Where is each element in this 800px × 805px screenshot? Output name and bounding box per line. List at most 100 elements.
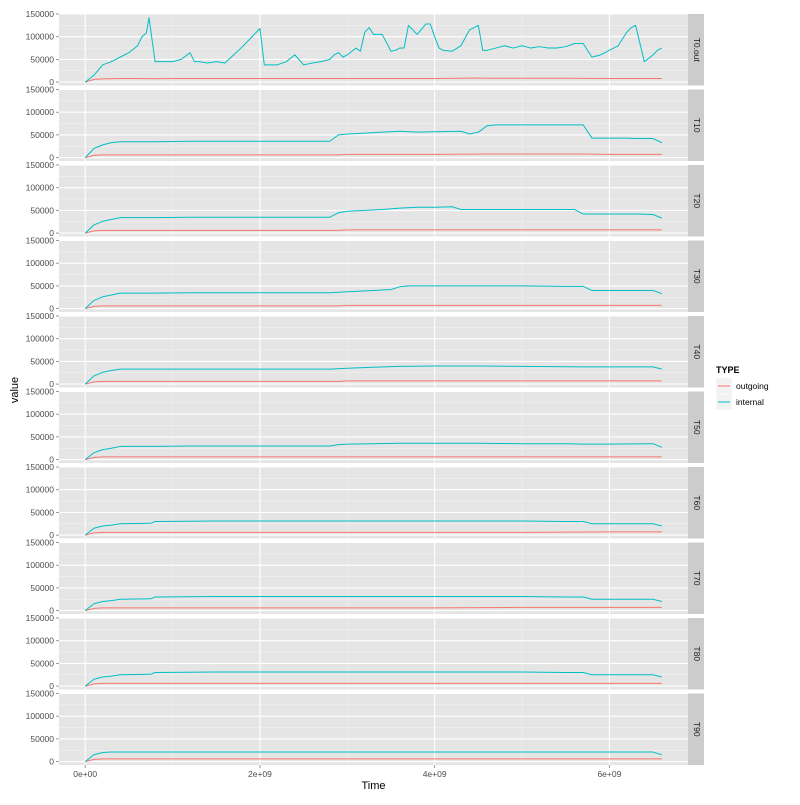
facet-panel: 0 50000 100000 150000 T10 bbox=[26, 85, 704, 163]
series-line-outgoing bbox=[85, 304, 662, 310]
series-line-outgoing bbox=[85, 380, 662, 385]
facet-strip-label: T0.out bbox=[692, 38, 702, 63]
y-tick-label: 0 bbox=[49, 153, 54, 163]
series-line-outgoing bbox=[85, 606, 662, 612]
y-tick-label: 150000 bbox=[26, 538, 55, 548]
facet-strip-label: T60 bbox=[692, 495, 702, 510]
y-tick-label: 100000 bbox=[26, 258, 55, 268]
y-tick-label: 0 bbox=[49, 77, 54, 87]
panel-background bbox=[59, 542, 688, 614]
panel-background bbox=[59, 391, 688, 463]
y-tick-label: 100000 bbox=[26, 636, 55, 646]
y-tick-label: 100000 bbox=[26, 183, 55, 193]
y-tick-label: 150000 bbox=[26, 160, 55, 170]
y-tick-label: 100000 bbox=[26, 107, 55, 117]
facet-strip bbox=[688, 618, 704, 690]
y-tick-label: 50000 bbox=[30, 507, 54, 517]
legend-title: TYPE bbox=[716, 365, 740, 375]
y-tick-label: 100000 bbox=[26, 711, 55, 721]
facet-strip-label: T20 bbox=[692, 193, 702, 208]
facet-strip-label: T80 bbox=[692, 646, 702, 661]
y-tick-label: 150000 bbox=[26, 462, 55, 472]
y-tick-label: 50000 bbox=[30, 583, 54, 593]
facet-strip-label: T50 bbox=[692, 420, 702, 435]
facet-panel: 0 50000 100000 150000 T50 bbox=[26, 387, 704, 465]
facet-panel: 0 50000 100000 150000 T60 bbox=[26, 462, 704, 540]
facet-strip bbox=[688, 391, 704, 463]
y-tick-label: 50000 bbox=[30, 54, 54, 64]
x-tick-label: 0e+00 bbox=[73, 769, 97, 779]
y-tick-label: 50000 bbox=[30, 356, 54, 366]
panel-background bbox=[59, 240, 688, 312]
y-tick-label: 50000 bbox=[30, 734, 54, 744]
facet-strip bbox=[688, 542, 704, 614]
x-tick-label: 6e+09 bbox=[597, 769, 621, 779]
series-line-outgoing bbox=[85, 531, 662, 536]
facet-strip bbox=[688, 316, 704, 388]
legend-label: internal bbox=[736, 397, 764, 407]
y-tick-label: 0 bbox=[49, 304, 54, 314]
facet-panel: 0 50000 100000 150000 T20 bbox=[26, 160, 704, 238]
y-tick-label: 50000 bbox=[30, 658, 54, 668]
facet-panel: 0 50000 100000 150000 T90 bbox=[26, 689, 704, 767]
series-line-internal bbox=[84, 17, 663, 83]
series-line-outgoing bbox=[85, 758, 662, 763]
y-tick-label: 0 bbox=[49, 681, 54, 691]
series-line-internal bbox=[84, 206, 662, 234]
panel-background bbox=[59, 693, 688, 765]
series-line-outgoing bbox=[85, 682, 662, 687]
panel-background bbox=[59, 618, 688, 690]
y-tick-label: 150000 bbox=[26, 9, 55, 19]
panel-background bbox=[59, 467, 688, 539]
facet-strip bbox=[688, 240, 704, 312]
panel-background bbox=[59, 316, 688, 388]
series-line-outgoing bbox=[85, 153, 662, 159]
facet-panel: 0 50000 100000 150000 T40 bbox=[26, 311, 704, 389]
y-tick-label: 100000 bbox=[26, 32, 55, 42]
y-tick-label: 50000 bbox=[30, 130, 54, 140]
panel-background bbox=[59, 89, 688, 161]
series-line-internal bbox=[84, 596, 662, 611]
series-line-internal bbox=[84, 520, 662, 536]
legend: TYPE outgoing internal bbox=[715, 365, 769, 411]
y-tick-label: 150000 bbox=[26, 311, 55, 321]
facet-strip bbox=[688, 165, 704, 237]
x-axis-title: Time bbox=[361, 780, 385, 792]
facet-strip bbox=[688, 467, 704, 539]
facet-strip bbox=[688, 14, 704, 86]
y-tick-label: 150000 bbox=[26, 236, 55, 246]
panel-background bbox=[59, 14, 688, 86]
y-tick-label: 150000 bbox=[26, 689, 55, 699]
series-line-internal bbox=[84, 751, 662, 762]
facet-strip bbox=[688, 89, 704, 161]
x-tick-label: 4e+09 bbox=[423, 769, 447, 779]
y-tick-label: 150000 bbox=[26, 387, 55, 397]
series-line-internal bbox=[84, 124, 663, 158]
facet-panel: 0 50000 100000 150000 T30 bbox=[26, 236, 704, 314]
y-tick-label: 0 bbox=[49, 530, 54, 540]
facet-panel: 0 50000 100000 150000 T80 bbox=[26, 613, 704, 691]
y-tick-label: 100000 bbox=[26, 409, 55, 419]
y-tick-label: 0 bbox=[49, 455, 54, 465]
y-tick-label: 50000 bbox=[30, 281, 54, 291]
y-tick-label: 100000 bbox=[26, 334, 55, 344]
y-tick-label: 100000 bbox=[26, 560, 55, 570]
y-tick-label: 0 bbox=[49, 228, 54, 238]
y-tick-label: 50000 bbox=[30, 205, 54, 215]
facet-strip bbox=[688, 693, 704, 765]
x-tick-label: 2e+09 bbox=[248, 769, 272, 779]
y-tick-label: 0 bbox=[49, 606, 54, 616]
y-axis-title: value bbox=[9, 377, 21, 403]
y-tick-label: 50000 bbox=[30, 432, 54, 442]
facet-strip-label: T10 bbox=[692, 118, 702, 133]
panel-background bbox=[59, 165, 688, 237]
y-tick-label: 150000 bbox=[26, 85, 55, 95]
series-line-outgoing bbox=[85, 456, 662, 461]
legend-label: outgoing bbox=[736, 381, 769, 391]
series-line-internal bbox=[84, 671, 662, 687]
facet-panel: 0 50000 100000 150000 T0.out bbox=[26, 9, 704, 87]
facet-panel: 0 50000 100000 150000 T70 bbox=[26, 538, 704, 616]
facet-strip-label: T90 bbox=[692, 722, 702, 737]
